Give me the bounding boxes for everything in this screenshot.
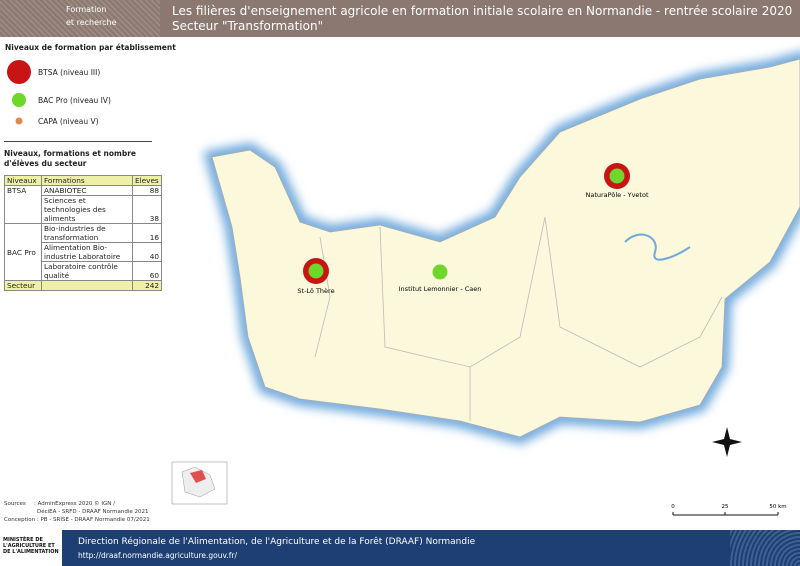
subtitle: Secteur "Transformation" [172,19,324,33]
table-title: Niveaux, formations et nombre d'élèves d… [4,149,136,168]
north-arrow [712,427,742,457]
footer [0,530,800,566]
formation-cell: ANABIOTEC [41,185,133,196]
count-cell: 16 [132,223,162,243]
sources-label: Sources [4,501,26,507]
url[interactable]: http://draaf.normandie.agriculture.gouv.… [78,551,237,560]
region [211,58,800,438]
total-count: 242 [132,280,162,291]
ministry-name: MINISTÈRE DE L'AGRICULTURE ET DE L'ALIME… [3,537,59,555]
scale-label: 0 [671,504,675,510]
table-row: BTSA ANABIOTEC 88 [4,185,162,224]
legend-symbol [12,93,26,107]
header-cell: Niveaux [4,175,42,186]
badge-line: Formation [66,5,107,14]
empty-cell [41,280,133,291]
footer-pattern [730,530,800,566]
ministry-logo: MINISTÈRE DE L'AGRICULTURE ET DE L'ALIME… [0,530,62,566]
count-cell: 60 [132,261,162,281]
legend-title: Niveaux de formation par établissement [5,43,176,52]
site-label: Institut Lemonnier - Caen [399,285,482,293]
scale-label: 25 [722,504,729,510]
title-block: Les filières d'enseignement agricole en … [172,4,792,34]
legend-item: BAC Pro (niveau IV) [38,96,111,105]
header-cell: Formations [41,175,133,186]
count-cell: 38 [132,195,162,224]
table-total: Secteur 242 [4,280,162,291]
table: Niveaux Formations Eleves BTSA ANABIOTEC… [4,175,162,291]
legend-symbol [7,60,31,84]
sources: Sources : AdminExpress 2020 © IGN / DéciE… [4,500,150,524]
site-bacpro [609,168,625,184]
map: St-Lô Thère Institut Lemonnier - Caen Na… [171,51,800,516]
legend-symbol [15,117,23,125]
formation-cell: Bio-industries de transformation [41,223,133,243]
formation-cell: Sciences et technologies des aliments [41,195,133,224]
title: Les filières d'enseignement agricole en … [172,4,793,18]
badge-line: et recherche [66,18,117,27]
table-row: BAC Pro Bio-industries de transformation… [4,223,162,281]
sources-line: DéciEA - SRFD - DRAAF Normandie 2021 [37,509,149,515]
sources-line: Conception : PB - SRISE - DRAAF Normandi… [4,517,150,523]
badge: Formation et recherche [0,0,160,37]
sources-text: : AdminExpress 2020 © IGN / [34,501,115,507]
locator-region [190,470,206,483]
level-cell: BAC Pro [4,223,42,281]
total-label: Secteur [4,280,42,291]
department-borders [314,216,723,421]
formation-cell: Laboratoire contrôle qualité [41,261,133,281]
site-label: NaturaPôle - Yvetot [585,191,648,199]
direction: Direction Régionale de l'Alimentation, d… [78,537,476,547]
river [624,233,691,261]
table-header: Niveaux Formations Eleves [4,175,162,186]
legend-item: BTSA (niveau III) [38,68,101,77]
legend-symbols [7,60,31,125]
formation-cell: Alimentation Bio-industrie Laboratoire [41,242,133,262]
legend-item: CAPA (niveau V) [38,117,99,126]
count-cell: 40 [132,242,162,262]
site-bacpro [308,263,324,279]
header-cell: Eleves [132,175,162,186]
site-bacpro [432,264,448,280]
count-cell: 88 [132,185,162,196]
separator [4,141,152,142]
sources-line: Sources : AdminExpress 2020 © IGN / [4,500,150,508]
level-cell: BTSA [4,185,42,224]
table-row: Alimentation Bio-industrie Laboratoire 4… [5,242,162,262]
footer-text: Direction Régionale de l'Alimentation, d… [78,536,475,562]
scale-label: 50 km [769,504,786,510]
site-label: St-Lô Thère [297,287,334,295]
